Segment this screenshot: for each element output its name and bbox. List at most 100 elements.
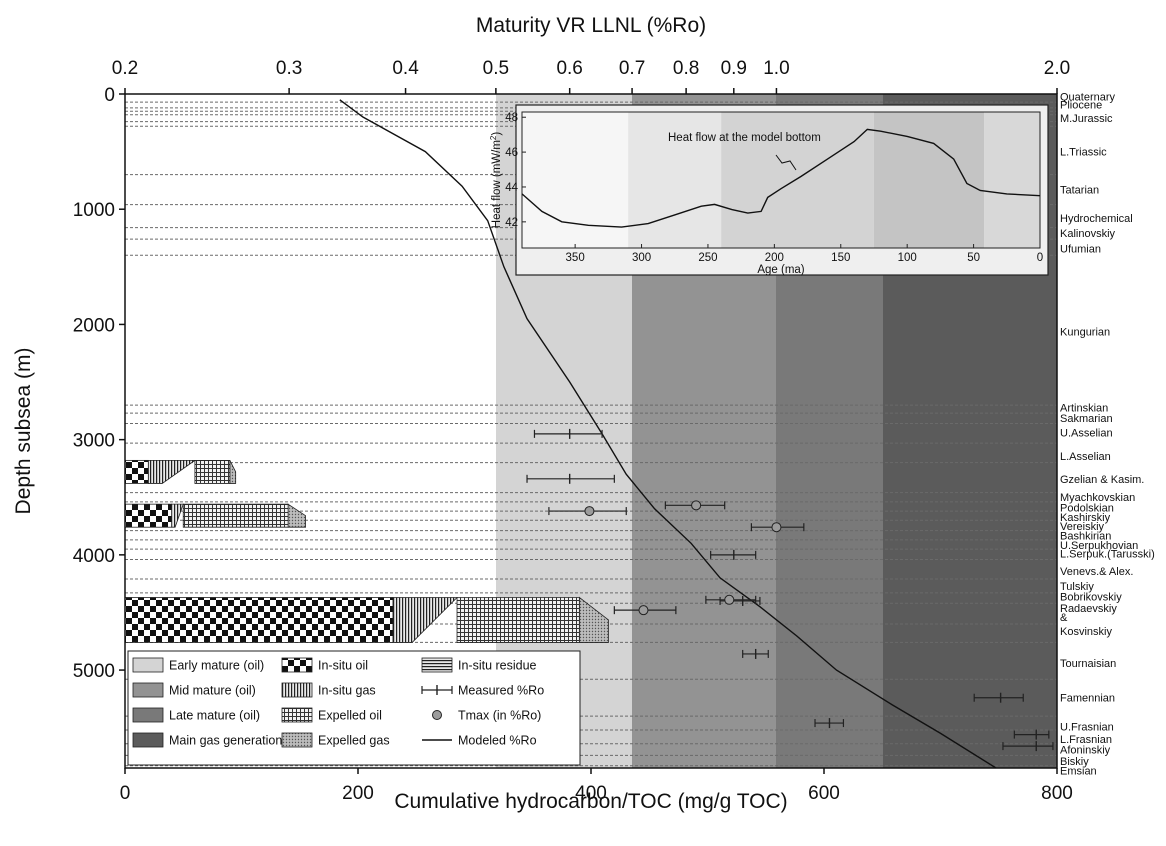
bottom-x-tick-label: 800: [1041, 783, 1073, 804]
formation-label: Hydrochemical: [1060, 213, 1133, 225]
formation-label: Famennian: [1060, 693, 1115, 705]
insitu-gas-area: [147, 459, 197, 484]
legend-label: In-situ gas: [318, 684, 376, 698]
insitu-gas-area: [171, 503, 184, 528]
top-x-tick-label: 0.2: [112, 58, 138, 79]
inset-y-axis-label-text: Heat flow (mW/m: [491, 140, 503, 228]
tmax-point: [771, 522, 782, 533]
bottom-x-tick-label: 200: [342, 783, 374, 804]
inset-x-tick-label: 0: [1037, 252, 1043, 264]
y-tick-label: 4000: [73, 546, 115, 567]
formation-label: Quaternary: [1060, 91, 1116, 103]
y-tick-label: 5000: [73, 661, 115, 682]
formation-label: U.Serpukhovian: [1060, 540, 1138, 552]
expelled-gas-area: [229, 460, 237, 484]
inset-x-tick-label: 300: [632, 252, 651, 264]
legend-label: In-situ oil: [318, 659, 368, 673]
formation-label: Sakmarian: [1060, 413, 1113, 425]
legend-label: Tmax (in %Ro): [458, 709, 541, 723]
formation-label: Radaevskiy: [1060, 603, 1117, 615]
legend-box: [127, 650, 581, 766]
formation-label: Tatarian: [1060, 185, 1099, 197]
inset-zone-0: [522, 112, 629, 248]
bottom-x-tick-label: 0: [120, 783, 131, 804]
formation-label: L.Asselian: [1060, 451, 1111, 463]
y-tick-label: 1000: [73, 200, 115, 221]
formation-label: Venevs.& Alex.: [1060, 566, 1133, 578]
legend-label: Late mature (oil): [169, 709, 260, 723]
heat-flow-line: [521, 128, 1041, 228]
top-x-tick-label: 0.3: [276, 58, 302, 79]
top-x-tick-label: 0.5: [483, 58, 509, 79]
legend-label: Mid mature (oil): [169, 684, 256, 698]
top-x-tick-label: 0.9: [721, 58, 747, 79]
top-x-tick-label: 0.7: [619, 58, 645, 79]
formation-label: Kungurian: [1060, 326, 1110, 338]
formation-label: Tulskiy: [1060, 581, 1094, 593]
legend-swatch: [281, 657, 313, 673]
inset-annotation: Heat flow at the model bottom: [668, 132, 821, 144]
formation-label: Biskiy: [1060, 756, 1089, 768]
legend-swatch: [281, 682, 313, 698]
formation-label: Myachkovskian: [1060, 492, 1135, 504]
formation-label: Artinskian: [1060, 402, 1108, 414]
formation-label: Kalinovskiy: [1060, 228, 1116, 240]
formation-label: Kosvinskiy: [1060, 626, 1112, 638]
formation-label: L.Frasnian: [1060, 734, 1112, 746]
top-x-tick-label: 2.0: [1044, 58, 1070, 79]
legend-label: In-situ residue: [458, 659, 537, 673]
expelled-oil-area: [182, 503, 289, 528]
ro-data: [339, 99, 1054, 769]
inset-y-axis-label-close: ): [491, 132, 503, 136]
legend-swatch: [132, 682, 164, 698]
formation-label: L.Serpuk.(Tarusski): [1060, 549, 1155, 561]
inset-x-axis-label: Age (ma): [757, 264, 804, 276]
legend-label: Expelled oil: [318, 709, 382, 723]
top-x-tick-label: 0.6: [556, 58, 582, 79]
formation-label: Afoninskiy: [1060, 745, 1111, 757]
inset-zone-3: [873, 112, 985, 248]
inset-annotation-pointer: [775, 154, 797, 171]
formation-label: Bobrikovskiy: [1060, 591, 1122, 603]
legend-swatch: [281, 707, 313, 723]
inset-x-tick-label: 200: [765, 252, 784, 264]
y-tick-label: 0: [104, 85, 115, 106]
top-x-tick-label: 1.0: [763, 58, 789, 79]
formation-label: &: [1060, 612, 1068, 624]
insitu-oil-area: [124, 503, 172, 528]
tmax-point: [691, 500, 702, 511]
inset-x-tick-label: 350: [566, 252, 585, 264]
bottom-x-tick-label: 600: [808, 783, 840, 804]
legend: Early mature (oil) In-situ oil In-situ res…: [127, 650, 581, 766]
formation-label: Bashkirian: [1060, 530, 1111, 542]
heat-flow-inset: 350 300 250 200 150 100 50 0 42 44 46 48 Age (ma) Hea…: [489, 104, 1049, 276]
formation-label: M.Jurassic: [1060, 113, 1113, 125]
legend-swatch: [132, 707, 164, 723]
inset-y-tick-label: 46: [505, 147, 518, 159]
formation-label: U.Frasnian: [1060, 722, 1114, 734]
expelled-gas-area: [287, 503, 306, 528]
formation-label: Pliocene: [1060, 99, 1102, 111]
inset-x-tick-label: 100: [898, 252, 917, 264]
bottom-x-tick-label: 400: [575, 783, 607, 804]
expelled-oil-area: [456, 597, 580, 643]
tmax-point: [724, 594, 735, 605]
legend-swatch: [132, 732, 164, 748]
legend-label: Early mature (oil): [169, 659, 264, 673]
formation-label: Gzelian & Kasim.: [1060, 474, 1144, 486]
expelled-oil-area: [194, 459, 231, 484]
inset-zone-2: [721, 112, 874, 248]
y-axis-label: Depth subsea (m): [12, 348, 35, 515]
inset-zone-1: [628, 112, 722, 248]
formation-label: Emsian: [1060, 765, 1097, 777]
top-x-tick-label: 0.4: [392, 58, 419, 79]
insitu-oil-area: [124, 597, 394, 643]
formation-label: Podolskian: [1060, 503, 1114, 515]
legend-swatch: [281, 732, 313, 748]
legend-swatch: [432, 710, 442, 720]
formation-label: U.Asselian: [1060, 428, 1113, 440]
inset-plot-frame: [521, 111, 1041, 249]
inset-x-tick-label: 150: [831, 252, 850, 264]
